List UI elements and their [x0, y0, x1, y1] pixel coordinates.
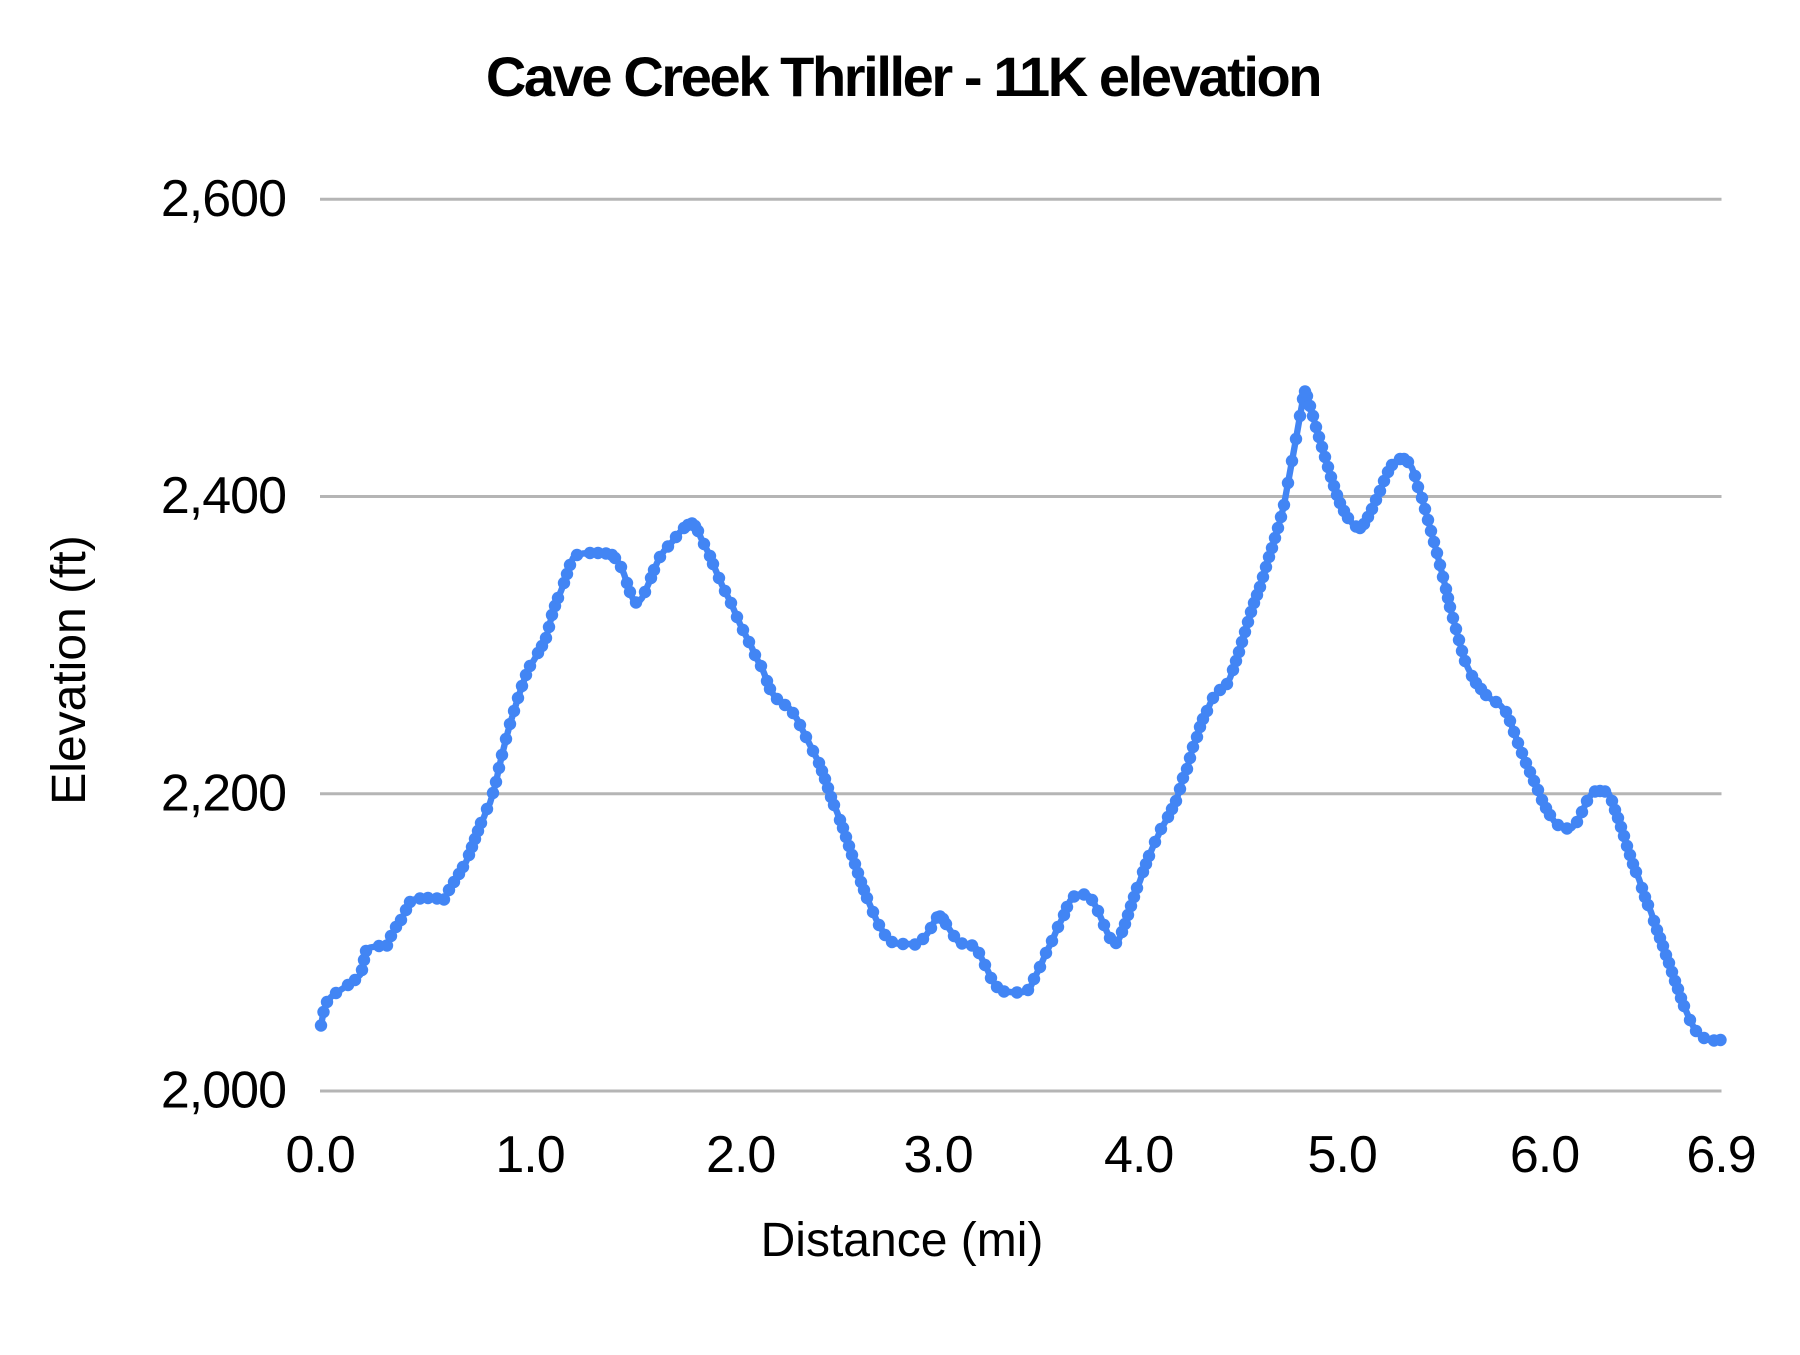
- svg-text:2,000: 2,000: [161, 1062, 286, 1120]
- svg-text:0.0: 0.0: [286, 1126, 355, 1184]
- svg-text:6.9: 6.9: [1686, 1126, 1755, 1184]
- svg-text:1.0: 1.0: [495, 1126, 564, 1184]
- svg-text:4.0: 4.0: [1104, 1126, 1173, 1184]
- svg-text:5.0: 5.0: [1308, 1126, 1377, 1184]
- svg-text:6.0: 6.0: [1510, 1126, 1579, 1184]
- svg-text:Elevation (ft): Elevation (ft): [43, 535, 96, 804]
- svg-text:Distance (mi): Distance (mi): [761, 1214, 1044, 1267]
- svg-text:2,400: 2,400: [161, 467, 286, 525]
- svg-text:3.0: 3.0: [903, 1126, 972, 1184]
- svg-text:Cave Creek Thriller - 11K elev: Cave Creek Thriller - 11K elevation: [486, 45, 1320, 108]
- svg-text:2,200: 2,200: [161, 765, 286, 823]
- svg-text:2,600: 2,600: [161, 170, 286, 228]
- svg-text:2.0: 2.0: [706, 1126, 775, 1184]
